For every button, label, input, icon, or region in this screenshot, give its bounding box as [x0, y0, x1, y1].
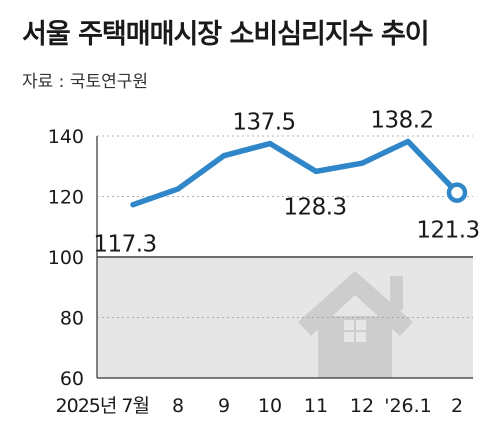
x-tick-label: '26.1	[384, 395, 432, 417]
y-axis-ticks: 60 80 100 120 140	[48, 126, 84, 390]
chart-title: 서울 주택매매시장 소비심리지수 추이	[22, 19, 430, 50]
data-label: 121.3	[416, 218, 479, 244]
x-axis-ticks: 2025년 7월 8 9 10 11 12 '26.1 2	[56, 395, 464, 417]
data-point	[221, 153, 227, 159]
data-point	[359, 160, 365, 166]
y-tick-label: 60	[60, 368, 84, 390]
x-tick-label: 12	[350, 395, 374, 417]
data-label: 117.3	[93, 232, 156, 258]
x-tick-label: 11	[304, 395, 328, 417]
below-100-band	[97, 256, 473, 378]
data-point	[267, 140, 273, 147]
x-tick-label: 2	[451, 395, 463, 417]
series-line-path	[130, 138, 460, 208]
data-point	[313, 168, 319, 174]
x-tick-label: 10	[258, 395, 282, 417]
data-point	[175, 186, 181, 192]
data-labels: 117.3 137.5 128.3 138.2 121.3	[93, 107, 480, 258]
series-line	[130, 138, 468, 208]
y-tick-label: 80	[60, 308, 84, 330]
x-tick-label: 2025년 7월	[56, 395, 149, 417]
chart-source: 자료 : 국토연구원	[22, 72, 149, 92]
data-point-latest	[446, 182, 468, 203]
data-label: 138.2	[370, 107, 433, 133]
data-point	[405, 138, 411, 145]
x-tick-label: 9	[218, 395, 230, 417]
y-tick-label: 100	[48, 247, 84, 269]
data-point	[130, 202, 136, 208]
data-label: 137.5	[232, 110, 295, 136]
x-tick-label: 8	[172, 395, 184, 417]
data-label: 128.3	[283, 194, 346, 220]
y-tick-label: 120	[48, 187, 84, 209]
house-icon	[298, 271, 413, 378]
gridlines	[96, 135, 473, 379]
y-tick-label: 140	[48, 126, 84, 148]
